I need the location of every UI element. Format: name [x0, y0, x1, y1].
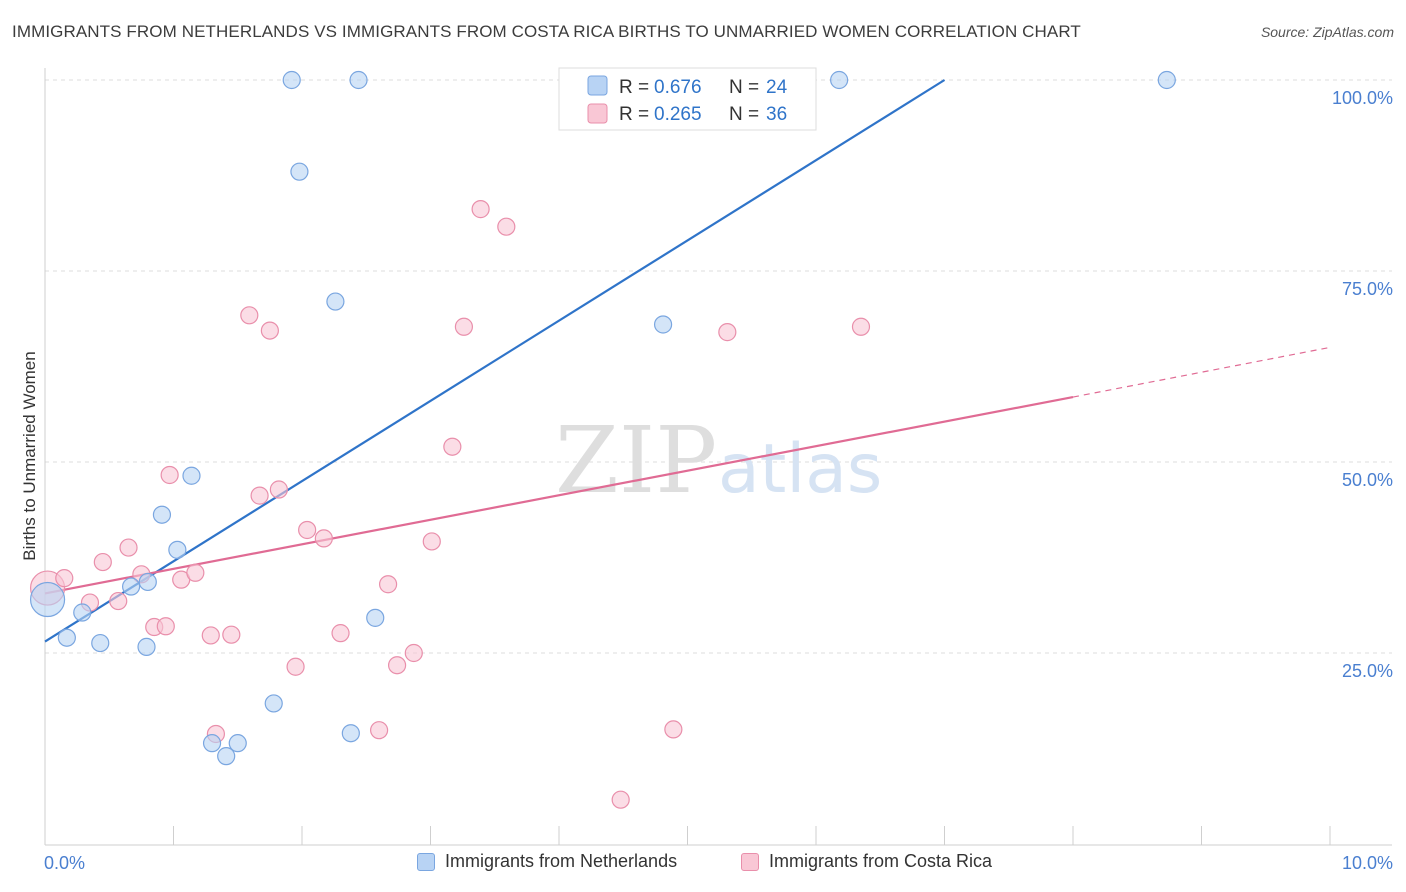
- netherlands-point-7: [152, 505, 172, 524]
- netherlands-point-19: [366, 608, 385, 627]
- watermark-atlas: atlas: [718, 430, 882, 509]
- costa-rica-point-34: [718, 323, 737, 342]
- costa-rica-point-23: [370, 721, 389, 740]
- source-credit: Source: ZipAtlas.com: [1260, 24, 1394, 40]
- costa-rica-point-33: [664, 720, 683, 739]
- costa-rica-point-32: [611, 790, 630, 809]
- legend-swatch-netherlands-bottom: [417, 852, 435, 871]
- svg-text:R = 0.265 N =: R = 0.265 N = 36: [619, 104, 787, 125]
- x-tick-label-min: 0.0%: [44, 853, 85, 873]
- costa-rica-point-10: [186, 563, 205, 582]
- netherlands-point-2: [73, 603, 92, 622]
- costa-rica-point-12: [201, 626, 220, 645]
- netherlands-point-9: [182, 466, 201, 485]
- chart-title: IMMIGRANTS FROM NETHERLANDS VS IMMIGRANT…: [12, 22, 1081, 41]
- costa-rica-point-26: [404, 643, 423, 663]
- legend-r-value-costa-rica: 0.265: [654, 104, 702, 125]
- netherlands-point-13: [264, 694, 283, 713]
- costa-rica-point-3: [93, 552, 112, 572]
- costa-rica-point-19: [286, 657, 305, 676]
- trend-line-costa-rica: [44, 395, 1074, 595]
- netherlands-point-12: [228, 734, 247, 753]
- legend-n-value-netherlands: 24: [766, 77, 788, 98]
- costa-rica-point-14: [222, 625, 241, 644]
- watermark-zip: ZIP: [555, 407, 717, 514]
- costa-rica-point-35: [851, 317, 871, 336]
- costa-rica-point-24: [378, 575, 398, 594]
- costa-rica-points: [29, 200, 871, 809]
- costa-rica-point-22: [331, 624, 350, 643]
- trend-line-netherlands: [44, 79, 946, 643]
- netherlands-point-20: [653, 315, 673, 334]
- netherlands-point-17: [341, 724, 360, 743]
- netherlands-point-5: [138, 572, 157, 592]
- y-tick-label-100: 100.0%: [1332, 88, 1393, 108]
- netherlands-point-8: [168, 540, 187, 559]
- costa-rica-point-25: [387, 656, 407, 675]
- netherlands-point-1: [57, 628, 76, 647]
- legend-swatch-costa-rica: [587, 103, 608, 124]
- grid: [45, 79, 1392, 654]
- costa-rica-point-5: [119, 538, 138, 557]
- y-axis-label: Births to Unmarried Women: [20, 351, 39, 560]
- netherlands-point-18: [349, 70, 368, 90]
- legend-swatch-costa-rica-bottom: [741, 852, 759, 871]
- y-tick-label-50: 50.0%: [1342, 470, 1393, 490]
- netherlands-point-22: [830, 70, 849, 90]
- correlation-legend: R = 0.676 N = 24 R = 0.265 N = 36: [558, 67, 817, 131]
- legend-item-costa-rica: Immigrants from Costa Rica: [741, 851, 992, 872]
- svg-text:R = 0.676 N =: R = 0.676 N = 24: [619, 77, 788, 98]
- x-ticks: [44, 826, 1331, 845]
- costa-rica-point-29: [454, 317, 474, 336]
- x-tick-label-max: 10.0%: [1342, 853, 1393, 873]
- costa-rica-point-1: [55, 569, 74, 588]
- netherlands-point-4: [121, 577, 141, 596]
- costa-rica-point-31: [497, 217, 516, 236]
- legend-r-label-netherlands: R =: [619, 77, 654, 98]
- legend-n-value-costa-rica: 36: [766, 104, 787, 125]
- netherlands-point-23: [1157, 70, 1176, 90]
- netherlands-point-14: [282, 70, 301, 90]
- netherlands-point-3: [91, 633, 110, 653]
- costa-rica-point-20: [298, 520, 317, 540]
- legend-swatch-netherlands: [587, 75, 608, 96]
- legend-n-label-costa-rica: N =: [729, 104, 764, 125]
- costa-rica-point-4: [109, 591, 128, 611]
- netherlands-point-10: [202, 734, 222, 753]
- trend-lines: [44, 79, 1331, 643]
- netherlands-point-6: [137, 637, 156, 656]
- legend-label-netherlands: Immigrants from Netherlands: [445, 851, 678, 871]
- costa-rica-point-11: [160, 465, 179, 485]
- netherlands-point-11: [217, 747, 236, 766]
- legend-n-label-netherlands: N =: [729, 77, 764, 98]
- costa-rica-point-17: [260, 321, 279, 340]
- legend-r-value-netherlands: 0.676: [654, 77, 702, 98]
- netherlands-point-16: [326, 292, 345, 311]
- costa-rica-point-27: [422, 532, 441, 551]
- costa-rica-point-16: [250, 486, 269, 505]
- costa-rica-point-18: [269, 480, 288, 499]
- netherlands-points: [29, 70, 1176, 766]
- netherlands-point-15: [290, 162, 309, 181]
- legend-item-netherlands: Immigrants from Netherlands: [417, 851, 677, 872]
- costa-rica-point-15: [240, 306, 259, 325]
- costa-rica-point-8: [156, 617, 175, 636]
- legend-label-costa-rica: Immigrants from Costa Rica: [769, 851, 993, 871]
- legend-r-label-costa-rica: R =: [619, 104, 654, 125]
- costa-rica-point-30: [471, 200, 490, 219]
- y-tick-label-25: 25.0%: [1342, 661, 1393, 681]
- trend-line-costa-rica-extension: [1072, 346, 1331, 398]
- costa-rica-point-21: [314, 529, 333, 548]
- y-tick-label-75: 75.0%: [1342, 279, 1393, 299]
- costa-rica-point-28: [443, 437, 462, 456]
- netherlands-point-0: [29, 581, 66, 618]
